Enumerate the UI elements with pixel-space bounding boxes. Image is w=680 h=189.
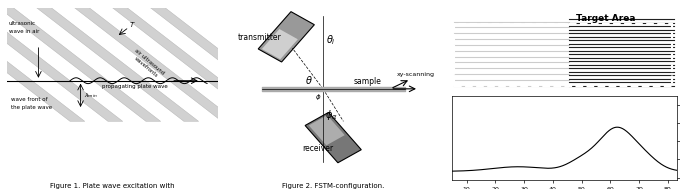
Text: Target Area: Target Area (575, 14, 635, 23)
Polygon shape (36, 8, 199, 121)
Text: $\theta$: $\theta$ (305, 74, 312, 86)
Text: Figure 1. Plate wave excitation with
 air-coupled ultrasound.: Figure 1. Plate wave excitation with air… (50, 183, 175, 189)
Polygon shape (0, 8, 160, 121)
Text: Figure 2. FSTM-configuration.: Figure 2. FSTM-configuration. (282, 183, 384, 189)
Text: ultrasonic: ultrasonic (9, 21, 36, 26)
Polygon shape (262, 29, 298, 59)
Text: the plate wave: the plate wave (11, 105, 52, 110)
Text: wave in air: wave in air (9, 29, 39, 34)
Polygon shape (309, 115, 345, 145)
Polygon shape (0, 8, 122, 121)
Text: wavefronts: wavefronts (133, 56, 159, 79)
Polygon shape (74, 8, 237, 121)
Text: $\theta_i$: $\theta_i$ (326, 33, 336, 47)
Text: wave front of: wave front of (11, 97, 48, 102)
Text: propagating plate wave: propagating plate wave (101, 84, 167, 89)
Polygon shape (0, 8, 85, 121)
Polygon shape (150, 8, 312, 121)
Polygon shape (112, 8, 275, 121)
Polygon shape (258, 12, 314, 62)
Text: $\lambda_{min}$: $\lambda_{min}$ (84, 91, 98, 100)
Text: transmitter: transmitter (237, 33, 281, 42)
Text: xy-scanning: xy-scanning (396, 72, 435, 77)
Polygon shape (305, 112, 361, 163)
Text: air ultrasound: air ultrasound (133, 48, 165, 76)
Text: sample: sample (354, 77, 381, 86)
Text: $\phi$: $\phi$ (315, 92, 321, 101)
Bar (454, 24, 672, 86)
Text: $\phi_\alpha$: $\phi_\alpha$ (325, 108, 338, 122)
Text: receiver: receiver (303, 144, 334, 153)
Text: $T$: $T$ (129, 20, 136, 29)
